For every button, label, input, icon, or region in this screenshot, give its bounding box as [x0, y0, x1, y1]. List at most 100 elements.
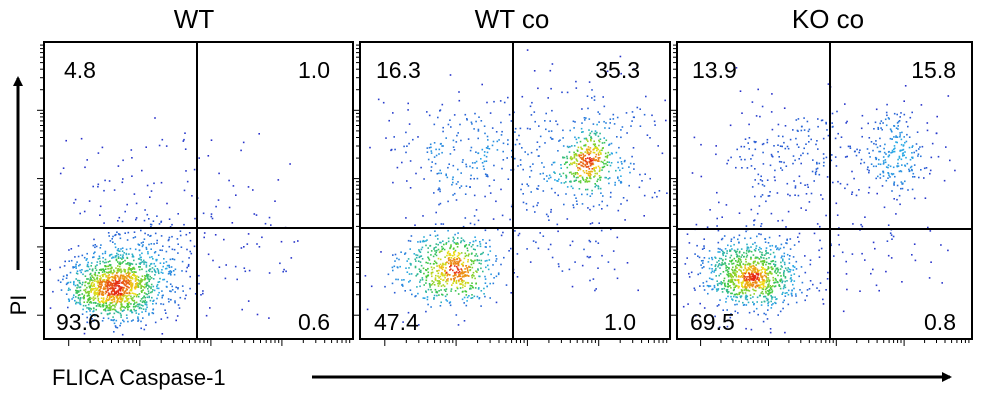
data-point	[452, 146, 455, 148]
data-point	[392, 269, 394, 272]
data-point	[742, 292, 744, 295]
data-point	[753, 219, 755, 222]
data-point	[109, 267, 111, 270]
data-point	[733, 269, 736, 272]
data-point	[745, 271, 748, 274]
data-point	[104, 310, 107, 312]
data-point	[447, 166, 449, 169]
data-point	[750, 257, 752, 259]
data-point	[63, 265, 66, 267]
data-point	[573, 155, 576, 157]
data-point	[76, 292, 78, 294]
data-point	[435, 251, 437, 254]
data-point	[461, 281, 464, 284]
data-point	[749, 269, 752, 271]
data-point	[408, 281, 410, 283]
data-point	[108, 280, 110, 283]
data-point	[452, 260, 454, 262]
data-point	[459, 283, 462, 285]
data-point	[507, 139, 509, 141]
data-point	[477, 268, 479, 270]
data-point	[425, 291, 427, 293]
data-point	[736, 263, 739, 266]
data-point	[593, 167, 595, 169]
data-point	[79, 289, 82, 292]
data-point	[753, 271, 756, 273]
data-point	[893, 136, 895, 138]
data-point	[446, 254, 448, 257]
data-point	[601, 208, 603, 210]
data-point	[122, 282, 124, 284]
data-point	[766, 272, 769, 275]
data-point	[415, 260, 417, 262]
data-point	[879, 177, 882, 179]
data-point	[475, 270, 477, 272]
data-point	[734, 278, 736, 281]
data-point	[377, 98, 380, 101]
data-point	[85, 311, 88, 313]
data-point	[735, 265, 737, 268]
data-point	[781, 145, 783, 148]
data-point	[726, 319, 729, 322]
data-point	[558, 265, 560, 268]
data-point	[104, 265, 107, 267]
data-point	[586, 162, 588, 165]
data-point	[104, 252, 107, 255]
data-point	[822, 137, 825, 140]
data-point	[459, 123, 461, 126]
data-point	[119, 261, 121, 264]
data-point	[891, 238, 893, 240]
data-point	[107, 289, 109, 292]
data-point	[99, 279, 102, 282]
data-point	[488, 239, 491, 242]
data-point	[143, 238, 146, 240]
data-point	[859, 149, 861, 151]
data-point	[735, 267, 737, 269]
data-point	[98, 301, 100, 303]
data-point	[729, 281, 731, 283]
data-point	[125, 285, 128, 287]
data-point	[452, 275, 455, 277]
data-point	[49, 268, 51, 271]
data-point	[572, 172, 575, 175]
data-point	[485, 266, 487, 269]
data-point	[890, 151, 892, 154]
data-point	[430, 166, 433, 168]
data-point	[868, 169, 870, 172]
data-point	[112, 295, 114, 297]
data-point	[425, 269, 427, 271]
data-point	[433, 123, 436, 126]
data-point	[466, 249, 469, 252]
data-point	[597, 242, 600, 244]
data-point	[860, 158, 863, 161]
data-point	[488, 148, 491, 150]
data-point	[748, 280, 751, 283]
data-point	[154, 232, 157, 235]
data-point	[756, 284, 759, 287]
data-point	[688, 242, 691, 244]
data-point	[619, 157, 622, 159]
data-point	[498, 139, 500, 141]
data-point	[132, 267, 134, 269]
data-point	[745, 261, 747, 263]
data-point	[594, 147, 596, 149]
data-point	[582, 179, 585, 181]
data-point	[121, 310, 124, 312]
data-point	[875, 140, 877, 142]
data-point	[453, 265, 456, 267]
data-point	[114, 278, 116, 281]
data-point	[798, 158, 800, 160]
data-point	[606, 70, 609, 73]
data-point	[439, 281, 441, 283]
data-point	[784, 125, 787, 127]
data-point	[116, 311, 119, 313]
data-point	[771, 304, 773, 306]
data-point	[127, 297, 130, 300]
data-point	[109, 281, 112, 284]
data-point	[745, 289, 748, 291]
data-point	[887, 224, 890, 226]
data-point	[103, 286, 105, 288]
data-point	[440, 223, 443, 225]
data-point	[471, 285, 473, 287]
data-point	[105, 291, 108, 293]
